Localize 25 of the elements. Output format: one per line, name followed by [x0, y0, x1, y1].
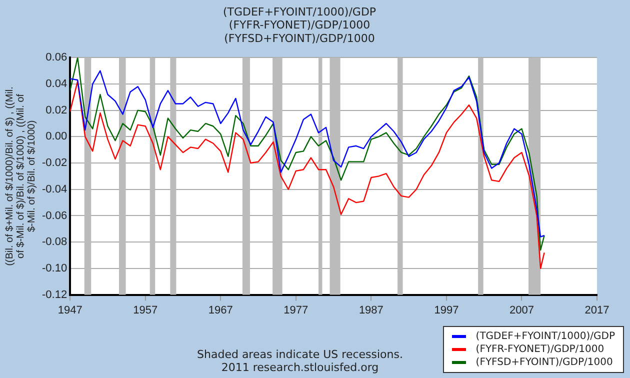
x-tick-label: 1957 [133, 304, 158, 316]
x-tick-label: 2017 [584, 304, 610, 316]
y-tick-label: -0.10 [42, 262, 68, 274]
x-tick-label: 1997 [434, 304, 459, 316]
chart-title: (TGDEF+FYOINT/1000)/GDP (FYFR-FYONET)/GDP/1000 (FYFSD+FYOINT)/GDP/1000 [222, 5, 376, 45]
x-tick-label: 1977 [284, 304, 308, 316]
x-tick-label: 1947 [58, 304, 82, 316]
y-tick-label: 0.02 [46, 104, 68, 116]
y-tick-label: -0.06 [42, 210, 68, 222]
x-tick-label: 1987 [358, 304, 384, 316]
y-tick-label: 0.06 [46, 52, 68, 64]
text: Shaded areas indicate US recessions. [197, 348, 403, 361]
text: 2011 research.stlouisfed.org [221, 361, 379, 374]
x-tick-label: 1967 [208, 304, 233, 316]
y-tick-label: -0.12 [42, 288, 68, 301]
x-tick-label: 2007 [509, 304, 534, 316]
legend-label: (TGDEF+FYOINT/1000)/GDP [476, 331, 615, 342]
y-axis-title: ((Bil. of $+Mil. of $/1000)/Bil. of $) , ((Mil. of $-Mil. of $)/Bil. of $/1000) , ((Mil. of $-Mil. of $)/Bil. of $/1000) [4, 86, 38, 266]
y-tick-label: -0.04 [42, 183, 68, 196]
y-tick-label: -0.08 [42, 236, 68, 248]
y-tick-label: 0.04 [46, 78, 68, 90]
legend-label: (FYFSD+FYOINT)/GDP/1000 [476, 357, 613, 368]
legend-label: (FYFR-FYONET)/GDP/1000 [476, 344, 604, 355]
y-tick-label: 0.00 [46, 130, 68, 143]
y-tick-label: -0.02 [42, 157, 68, 170]
